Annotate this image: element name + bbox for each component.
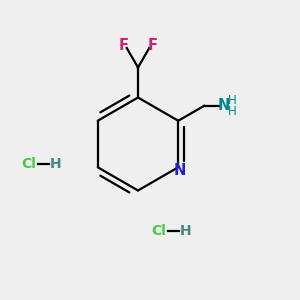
Text: Cl: Cl bbox=[152, 224, 166, 238]
Text: Cl: Cl bbox=[21, 157, 36, 170]
Text: N: N bbox=[174, 163, 186, 178]
Text: F: F bbox=[148, 38, 158, 53]
Text: H: H bbox=[228, 94, 236, 107]
Text: H: H bbox=[180, 224, 192, 238]
Text: F: F bbox=[118, 38, 128, 53]
Text: H: H bbox=[228, 105, 236, 118]
Text: H: H bbox=[50, 157, 61, 170]
Text: N: N bbox=[218, 98, 230, 112]
